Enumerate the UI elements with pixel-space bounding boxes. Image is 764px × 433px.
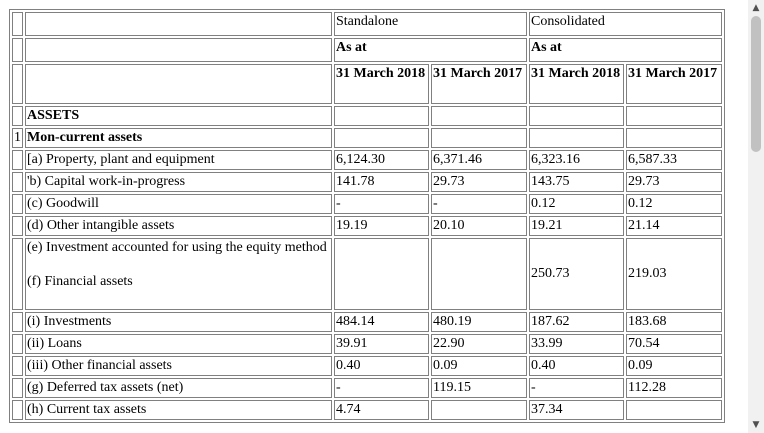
table-row: (ii) Loans 39.91 22.90 33.99 70.54 [12, 334, 722, 354]
section-number: 1 [12, 128, 23, 148]
balance-sheet-table: Standalone Consolidated As at As at 31 M… [9, 9, 725, 423]
table-row: (i) Investments 484.14 480.19 187.62 183… [12, 312, 722, 332]
value-cell: 20.10 [431, 216, 527, 236]
value-cell: - [334, 194, 429, 214]
value-cell: 6,124.30 [334, 150, 429, 170]
value-cell: - [529, 378, 624, 398]
table-row: 'b) Capital work-in-progress 141.78 29.7… [12, 172, 722, 192]
value-cell: 112.28 [626, 378, 722, 398]
row-label: (c) Goodwill [25, 194, 332, 214]
scroll-up-arrow-icon[interactable]: ▲ [752, 3, 760, 13]
value-cell: 119.15 [431, 378, 527, 398]
assets-heading-row: ASSETS [12, 106, 722, 126]
value-cell: 480.19 [431, 312, 527, 332]
value-cell: 219.03 [626, 238, 722, 310]
section-label: Mon-current assets [25, 128, 332, 148]
row-label-line: (f) Financial assets [27, 274, 133, 289]
date-consolidated-2018: 31 March 2018 [529, 64, 624, 104]
value-cell: 0.09 [626, 356, 722, 376]
value-cell: 141.78 [334, 172, 429, 192]
row-label: (h) Current tax assets [25, 400, 332, 420]
row-label: (d) Other intangible assets [25, 216, 332, 236]
value-cell: 484.14 [334, 312, 429, 332]
vertical-scrollbar[interactable]: ▲ ▼ [748, 0, 764, 433]
table-row: (g) Deferred tax assets (net) - 119.15 -… [12, 378, 722, 398]
value-cell: - [431, 194, 527, 214]
row-label: (ii) Loans [25, 334, 332, 354]
standalone-as-at: As at [334, 38, 527, 62]
value-cell: 187.62 [529, 312, 624, 332]
table-row: (e) Investment accounted for using the e… [12, 238, 722, 310]
row-label: (i) Investments [25, 312, 332, 332]
section-row: 1 Mon-current assets [12, 128, 722, 148]
scrollbar-thumb[interactable] [751, 16, 761, 152]
header-row-entity: Standalone Consolidated [12, 12, 722, 36]
value-cell: 0.40 [529, 356, 624, 376]
value-cell: 143.75 [529, 172, 624, 192]
value-cell [431, 400, 527, 420]
table-row: (h) Current tax assets 4.74 37.34 [12, 400, 722, 420]
consolidated-as-at: As at [529, 38, 722, 62]
row-label: 'b) Capital work-in-progress [25, 172, 332, 192]
value-cell [626, 400, 722, 420]
date-standalone-2017: 31 March 2017 [431, 64, 527, 104]
value-cell: 250.73 [529, 238, 624, 310]
value-cell: - [334, 378, 429, 398]
value-cell: 29.73 [431, 172, 527, 192]
value-cell: 0.09 [431, 356, 527, 376]
row-label: [a) Property, plant and equipment [25, 150, 332, 170]
header-row-as-at: As at As at [12, 38, 722, 62]
value-cell: 6,371.46 [431, 150, 527, 170]
value-cell: 19.21 [529, 216, 624, 236]
document-viewport: Standalone Consolidated As at As at 31 M… [9, 9, 725, 423]
value-cell: 39.91 [334, 334, 429, 354]
value-cell [334, 238, 429, 310]
assets-heading: ASSETS [25, 106, 332, 126]
value-cell: 29.73 [626, 172, 722, 192]
table-row: [a) Property, plant and equipment 6,124.… [12, 150, 722, 170]
value-cell: 0.12 [529, 194, 624, 214]
value-cell: 37.34 [529, 400, 624, 420]
date-standalone-2018: 31 March 2018 [334, 64, 429, 104]
standalone-header: Standalone [334, 12, 527, 36]
row-label-line: (e) Investment accounted for using the e… [27, 240, 327, 255]
value-cell [431, 238, 527, 310]
value-cell: 0.40 [334, 356, 429, 376]
value-cell: 183.68 [626, 312, 722, 332]
value-cell: 6,587.33 [626, 150, 722, 170]
header-row-dates: 31 March 2018 31 March 2017 31 March 201… [12, 64, 722, 104]
scroll-down-arrow-icon[interactable]: ▼ [752, 420, 760, 430]
value-cell: 70.54 [626, 334, 722, 354]
table-row: (d) Other intangible assets 19.19 20.10 … [12, 216, 722, 236]
row-label: (iii) Other financial assets [25, 356, 332, 376]
row-label: (e) Investment accounted for using the e… [25, 238, 332, 310]
value-cell: 22.90 [431, 334, 527, 354]
row-label: (g) Deferred tax assets (net) [25, 378, 332, 398]
consolidated-header: Consolidated [529, 12, 722, 36]
date-consolidated-2017: 31 March 2017 [626, 64, 722, 104]
table-row: (c) Goodwill - - 0.12 0.12 [12, 194, 722, 214]
value-cell: 0.12 [626, 194, 722, 214]
value-cell: 4.74 [334, 400, 429, 420]
value-cell: 6,323.16 [529, 150, 624, 170]
value-cell: 33.99 [529, 334, 624, 354]
table-row: (iii) Other financial assets 0.40 0.09 0… [12, 356, 722, 376]
value-cell: 19.19 [334, 216, 429, 236]
value-cell: 21.14 [626, 216, 722, 236]
